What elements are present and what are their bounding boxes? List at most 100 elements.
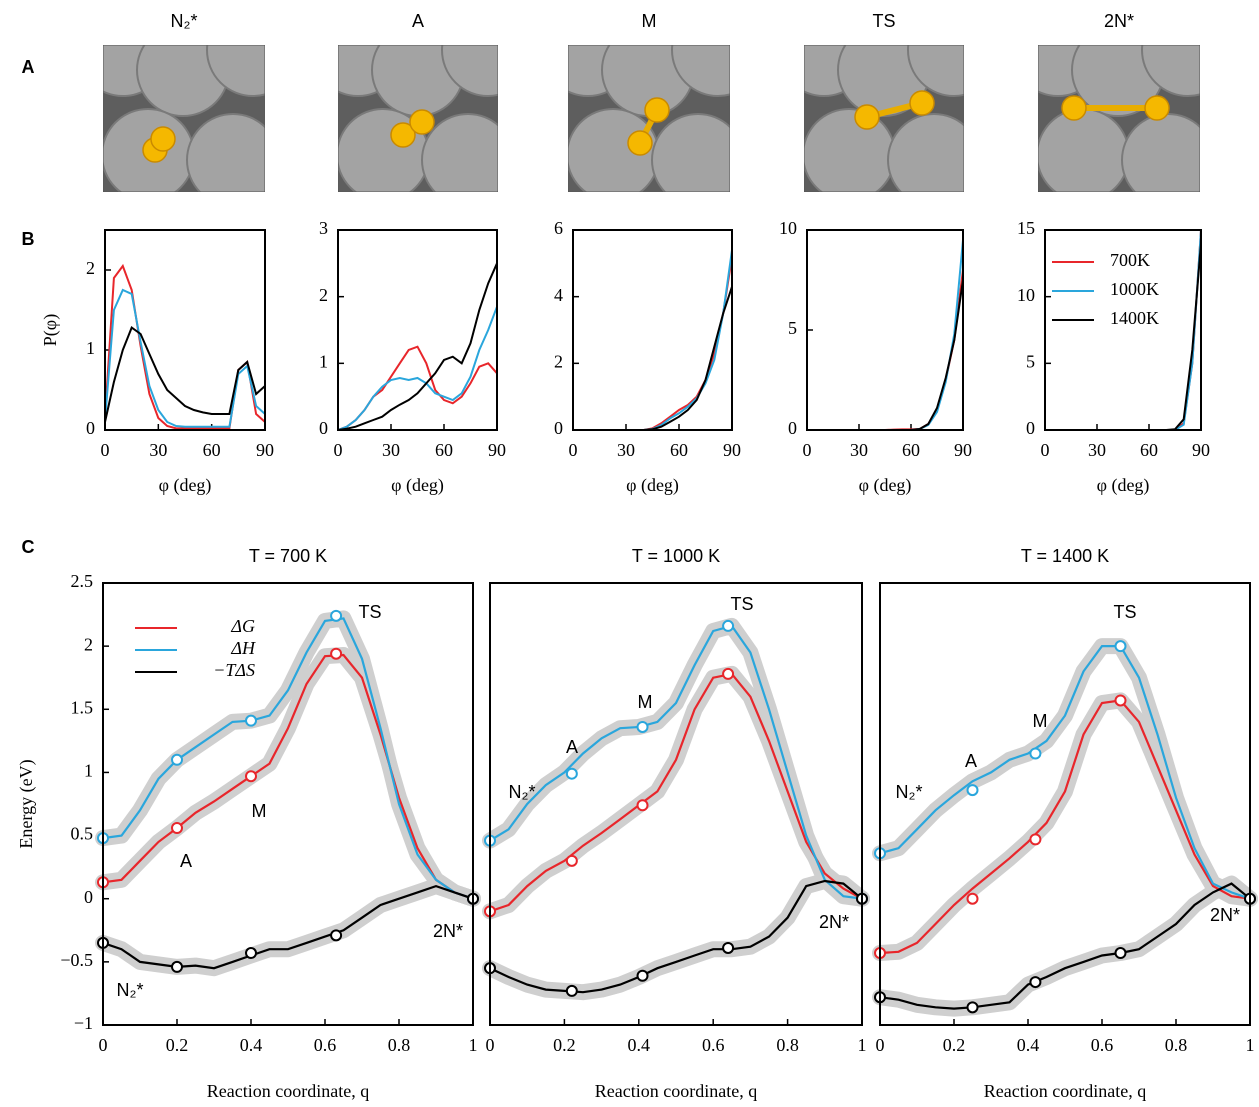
y-tick-label: 2 (86, 258, 95, 278)
y-tick-label: 3 (319, 218, 328, 238)
structure-image (103, 45, 265, 192)
chart-title: T = 1400 K (1021, 546, 1109, 566)
metal-atom (206, 45, 265, 97)
series-line (102, 617, 474, 900)
state-annotation: TS (358, 602, 381, 622)
structure-image (338, 45, 498, 192)
x-tick-label: 1 (469, 1035, 478, 1055)
n-atom (627, 130, 653, 156)
y-tick-label: 0 (1026, 418, 1035, 438)
x-tick-label: 1 (1246, 1035, 1255, 1055)
series-line (102, 884, 474, 970)
plot-frame (1044, 229, 1202, 431)
state-marker (330, 929, 343, 942)
structure-image (1038, 45, 1200, 192)
metal-atom (441, 45, 498, 97)
x-tick-label: 0 (99, 1035, 108, 1055)
series-line (489, 879, 863, 994)
state-marker (565, 984, 578, 997)
state-marker (245, 947, 257, 960)
state-marker (1114, 947, 1127, 960)
plot-frame (337, 229, 498, 431)
x-tick-label: 30 (1088, 440, 1106, 460)
y-axis-label: Energy (eV) (16, 759, 37, 848)
uncertainty-band (482, 873, 870, 1001)
state-marker (330, 647, 343, 660)
state-marker (245, 770, 257, 783)
state-annotation: M (638, 692, 653, 712)
plot-frame (879, 582, 1251, 1026)
metal-atom (651, 113, 730, 192)
x-tick-label: 30 (149, 440, 167, 460)
x-tick-label: 0 (569, 440, 578, 460)
metal-atom (421, 113, 498, 192)
state-marker (171, 821, 183, 834)
y-tick-label: 1 (319, 351, 328, 371)
state-annotation: N₂* (509, 782, 536, 802)
state-marker (722, 619, 735, 632)
x-tick-label: 0.2 (943, 1035, 966, 1055)
x-tick-label: 0.8 (776, 1035, 799, 1055)
x-tick-label: 0 (486, 1035, 495, 1055)
n-atom (1144, 95, 1170, 121)
y-tick-label: −0.5 (60, 950, 93, 970)
series-line (879, 882, 1251, 1010)
state-annotation: N₂* (117, 980, 144, 1000)
metal-atom (568, 108, 660, 192)
x-tick-label: 60 (1140, 440, 1158, 460)
x-tick-label: 0.4 (1017, 1035, 1040, 1055)
plot-frame (806, 229, 964, 431)
x-tick-label: 30 (617, 440, 635, 460)
state-marker (1029, 833, 1042, 846)
x-tick-label: 60 (435, 440, 453, 460)
state-annotation: M (252, 801, 267, 821)
series-line (337, 306, 498, 431)
legend-label: 1400K (1110, 308, 1159, 328)
y-tick-label: 0.5 (71, 824, 94, 844)
metal-atom (671, 45, 730, 97)
state-marker (1029, 976, 1042, 989)
state-marker (966, 1001, 979, 1014)
state-marker (636, 720, 649, 733)
metal-atom (907, 45, 964, 97)
x-tick-label: 0.2 (166, 1035, 189, 1055)
x-tick-label: 0.6 (314, 1035, 337, 1055)
x-axis-label: φ (deg) (859, 475, 912, 496)
series-line (573, 286, 733, 431)
state-marker (636, 799, 649, 812)
x-tick-label: 90 (1192, 440, 1210, 460)
structure-label: TS (872, 11, 895, 31)
structure-label: M (642, 11, 657, 31)
y-tick-label: −1 (74, 1013, 93, 1033)
state-marker (722, 941, 735, 954)
plot-frame (104, 229, 266, 431)
state-marker (722, 667, 735, 680)
n-atom (909, 90, 935, 116)
uncertainty-band (95, 878, 481, 977)
legend-label: ΔH (230, 638, 256, 658)
series-line (102, 653, 474, 900)
metal-atom (186, 113, 265, 192)
y-tick-label: 2 (319, 285, 328, 305)
x-tick-label: 0 (101, 440, 110, 460)
y-tick-label: 10 (779, 218, 797, 238)
y-tick-label: 0 (84, 887, 93, 907)
x-tick-label: 90 (488, 440, 506, 460)
state-marker (1029, 747, 1042, 760)
x-axis-label: φ (deg) (626, 475, 679, 496)
structure-label: N₂* (171, 11, 198, 31)
x-axis-label: φ (deg) (159, 475, 212, 496)
x-tick-label: 0 (334, 440, 343, 460)
state-annotation: A (965, 751, 977, 771)
legend-label: −TΔS (213, 660, 255, 680)
x-tick-label: 60 (670, 440, 688, 460)
x-axis-label: Reaction coordinate, q (207, 1081, 369, 1101)
x-tick-label: 0 (803, 440, 812, 460)
state-annotation: 2N* (819, 912, 849, 932)
y-tick-label: 2 (554, 351, 563, 371)
panel-label: B (22, 229, 35, 249)
series-line (489, 672, 863, 913)
structure-label: A (412, 11, 424, 31)
uncertainty-band (95, 610, 481, 907)
x-axis-label: φ (deg) (391, 475, 444, 496)
